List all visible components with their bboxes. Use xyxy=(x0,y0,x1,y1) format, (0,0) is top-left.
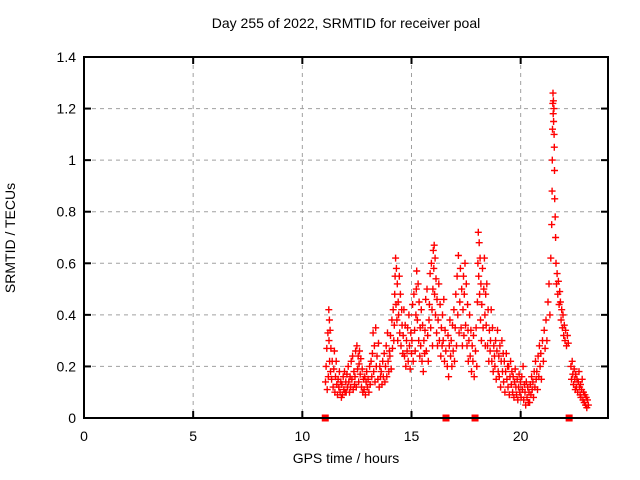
y-tick-label: 0.6 xyxy=(57,255,77,271)
x-axis-title: GPS time / hours xyxy=(293,450,400,466)
x-tick-label: 10 xyxy=(295,428,311,444)
scatter-points xyxy=(321,89,592,422)
y-axis-title: SRMTID / TECUs xyxy=(2,183,18,293)
chart-title: Day 255 of 2022, SRMTID for receiver poa… xyxy=(212,15,480,31)
y-tick-label: 0.8 xyxy=(57,204,77,220)
y-tick-label: 0 xyxy=(68,410,76,426)
x-tick-label: 5 xyxy=(189,428,197,444)
y-tick-label: 1 xyxy=(68,152,76,168)
tick-labels: 0 5 10 15 20 0 0.2 0.4 0.6 0.8 1 1.2 1.4 xyxy=(57,49,529,444)
x-tick-label: 20 xyxy=(513,428,529,444)
y-tick-label: 1.4 xyxy=(57,49,77,65)
gridlines xyxy=(84,57,608,418)
data-points-plus xyxy=(322,89,592,412)
y-tick-label: 0.4 xyxy=(57,307,77,323)
x-tick-label: 15 xyxy=(404,428,420,444)
axis-ticks xyxy=(83,56,608,419)
x-tick-label: 0 xyxy=(80,428,88,444)
plot-border-rect xyxy=(83,56,609,419)
y-tick-label: 1.2 xyxy=(57,101,77,117)
plot-border xyxy=(83,56,609,419)
y-tick-label: 0.2 xyxy=(57,358,77,374)
